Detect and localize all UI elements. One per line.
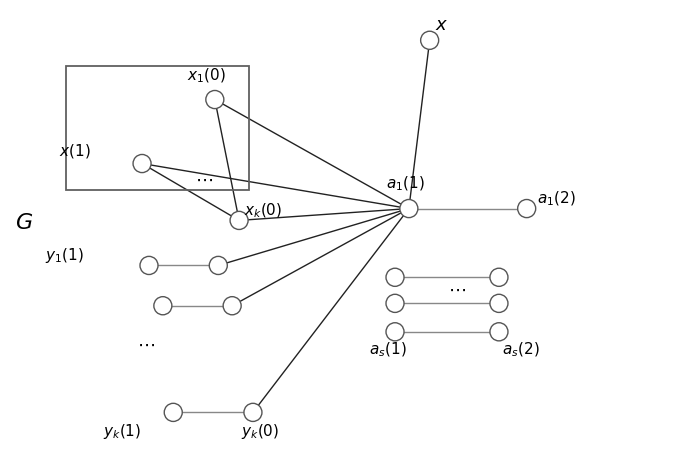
Ellipse shape xyxy=(386,323,404,341)
Ellipse shape xyxy=(206,91,224,109)
Ellipse shape xyxy=(209,256,227,274)
Text: $a_1(1)$: $a_1(1)$ xyxy=(386,175,425,193)
Ellipse shape xyxy=(223,297,241,315)
Text: $y_k(1)$: $y_k(1)$ xyxy=(103,422,141,441)
Text: $y_1(1)$: $y_1(1)$ xyxy=(45,246,84,265)
Text: $G$: $G$ xyxy=(15,213,33,233)
Text: $x_k(0)$: $x_k(0)$ xyxy=(244,202,282,220)
Ellipse shape xyxy=(230,211,248,229)
Text: $y_k(0)$: $y_k(0)$ xyxy=(241,422,279,441)
Text: $\cdots$: $\cdots$ xyxy=(137,336,155,354)
Ellipse shape xyxy=(140,256,158,274)
Ellipse shape xyxy=(400,200,418,218)
Text: $x(1)$: $x(1)$ xyxy=(59,142,91,160)
Text: $\cdots$: $\cdots$ xyxy=(448,281,466,299)
Ellipse shape xyxy=(490,323,508,341)
Text: $\cdots$: $\cdots$ xyxy=(195,171,213,189)
Ellipse shape xyxy=(490,294,508,312)
Text: $a_1(2)$: $a_1(2)$ xyxy=(537,190,576,208)
Ellipse shape xyxy=(518,200,536,218)
Ellipse shape xyxy=(133,155,151,173)
Ellipse shape xyxy=(490,268,508,286)
Text: $x$: $x$ xyxy=(435,16,448,34)
Ellipse shape xyxy=(244,403,262,421)
Text: $x_1(0)$: $x_1(0)$ xyxy=(187,67,226,85)
Text: $a_s(1)$: $a_s(1)$ xyxy=(369,341,407,359)
Ellipse shape xyxy=(386,294,404,312)
Text: $a_s(2)$: $a_s(2)$ xyxy=(502,341,540,359)
Ellipse shape xyxy=(154,297,172,315)
Ellipse shape xyxy=(386,268,404,286)
Bar xyxy=(66,66,249,190)
Ellipse shape xyxy=(421,31,439,49)
Ellipse shape xyxy=(164,403,182,421)
